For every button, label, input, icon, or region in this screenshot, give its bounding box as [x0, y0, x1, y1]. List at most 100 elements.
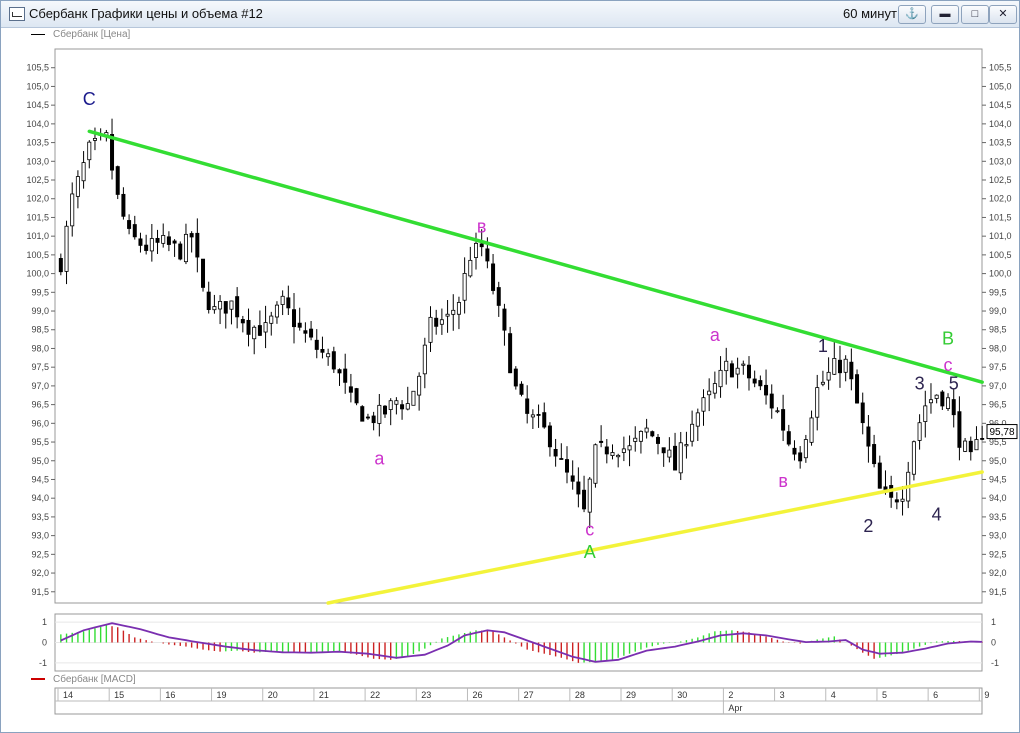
candle-body: [843, 358, 848, 373]
macd-line-layer: [60, 622, 983, 663]
price-tick-label: 105,0: [26, 81, 49, 91]
candle-body: [866, 426, 871, 447]
macd-histogram: [60, 625, 983, 663]
price-tick-label: 96,0: [31, 418, 49, 428]
candle-body: [405, 403, 410, 410]
price-tick-label: 101,0: [26, 231, 49, 241]
price-legend-swatch: [31, 33, 45, 35]
candle-body: [269, 315, 274, 324]
close-button[interactable]: ✕: [989, 5, 1017, 24]
macd-legend[interactable]: Сбербанк [MACD]: [31, 674, 136, 685]
candle-body: [946, 397, 951, 409]
candle-body: [712, 383, 717, 394]
candle-body: [633, 437, 638, 442]
candle-body: [178, 243, 183, 260]
candle-body: [422, 344, 427, 375]
wave-label: B: [942, 329, 954, 349]
price-tick-label: 99,5: [31, 287, 49, 297]
price-tick-label: 91,5: [31, 587, 49, 597]
candle-body: [337, 369, 342, 374]
candle-body: [644, 427, 649, 433]
date-label: 22: [370, 690, 380, 700]
candle-body: [127, 220, 132, 229]
candle-body: [400, 404, 405, 410]
candle-body: [121, 193, 126, 217]
candle-body: [371, 415, 376, 424]
candle-body: [519, 383, 524, 395]
last-price-box: [986, 424, 1018, 440]
date-label: 15: [114, 690, 124, 700]
price-legend[interactable]: Сбербанк [Цена]: [31, 29, 130, 40]
price-tick-label: 100,0: [989, 269, 1012, 279]
price-tick-label: 91,5: [989, 587, 1007, 597]
candle-body: [155, 237, 160, 243]
candle-body: [348, 386, 353, 393]
minimize-button[interactable]: ▬: [931, 5, 959, 24]
candle-body: [786, 431, 791, 445]
price-tick-label: 96,5: [989, 400, 1007, 410]
date-label: 27: [524, 690, 534, 700]
candle-body: [752, 378, 757, 384]
candle-body: [826, 371, 831, 381]
anchor-icon[interactable]: ⚓: [898, 5, 926, 24]
window-title: Сбербанк Графики цены и объема #12: [29, 6, 263, 21]
candle-body: [263, 322, 268, 333]
date-label: 3: [780, 690, 785, 700]
price-tick-label: 99,0: [31, 306, 49, 316]
candle-body: [246, 319, 251, 335]
date-label: 29: [626, 690, 636, 700]
candle-body: [75, 176, 80, 197]
candle-body: [195, 232, 200, 258]
candle-body: [684, 444, 689, 447]
wave-label: c: [944, 355, 953, 375]
macd-axis-left: 1 0 -1: [39, 617, 982, 668]
candle-body: [553, 448, 558, 457]
price-tick-label: 104,0: [26, 119, 49, 129]
price-tick-label: 98,0: [989, 343, 1007, 353]
candle-body: [883, 486, 888, 490]
price-tick-label: 94,0: [31, 493, 49, 503]
date-label: 21: [319, 690, 329, 700]
price-tick-label: 99,0: [989, 306, 1007, 316]
candle-body: [149, 238, 154, 252]
candle-body: [587, 478, 592, 513]
maximize-button[interactable]: □: [961, 5, 989, 24]
price-tick-label: 103,5: [26, 138, 49, 148]
candle-body: [900, 498, 905, 502]
candle-body: [798, 452, 803, 462]
price-plot-area[interactable]: [54, 48, 983, 604]
price-tick-label: 105,0: [989, 81, 1012, 91]
candle-body: [701, 397, 706, 412]
candle-body: [297, 322, 302, 328]
title-bar[interactable]: Сбербанк Графики цены и объема #12 60 ми…: [1, 1, 1019, 28]
interval-label[interactable]: 60 минут: [843, 6, 897, 21]
candle-body: [980, 438, 985, 440]
macd-tick-label: -1: [991, 658, 999, 668]
candle-body: [599, 440, 604, 443]
candle-body: [491, 263, 496, 291]
candle-body: [252, 326, 257, 340]
candle-body: [570, 475, 575, 482]
candle-body: [809, 417, 814, 443]
price-tick-label: 102,0: [26, 194, 49, 204]
date-label: 19: [217, 690, 227, 700]
candle-body: [320, 348, 325, 353]
candle-body: [661, 447, 666, 454]
candle-body: [496, 287, 501, 306]
candle-body: [309, 328, 314, 338]
price-tick-label: 94,0: [989, 493, 1007, 503]
candle-body: [428, 316, 433, 343]
candle-body: [792, 447, 797, 455]
price-tick-label: 97,5: [31, 362, 49, 372]
price-tick-label: 93,0: [31, 531, 49, 541]
candle-body: [502, 308, 507, 331]
candle-body: [860, 402, 865, 424]
candle-body: [974, 439, 979, 451]
date-label: 20: [268, 690, 278, 700]
candle-body: [201, 258, 206, 288]
candle-body: [576, 481, 581, 495]
wave-label: 1: [818, 336, 828, 356]
lower-trendline: [326, 470, 984, 605]
